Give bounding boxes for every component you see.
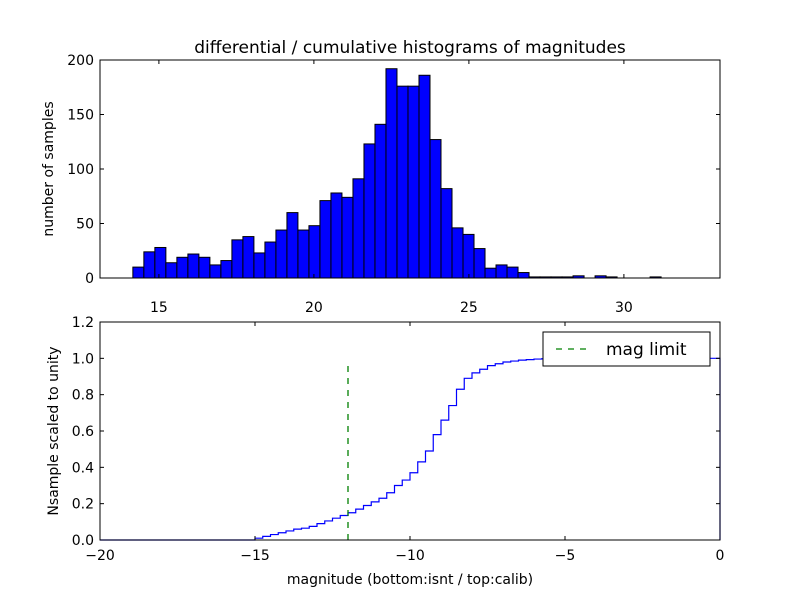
histogram-bar <box>374 123 387 279</box>
y-tick-label: 0.2 <box>72 497 94 513</box>
histogram-bar <box>297 229 310 279</box>
histogram-bar <box>517 272 530 279</box>
histogram-bar <box>385 68 398 279</box>
x-tick-label: −20 <box>85 548 115 564</box>
y-axis-label: number of samples <box>41 101 57 236</box>
legend: mag limit <box>542 331 711 367</box>
histogram-bar <box>330 192 343 279</box>
histogram-bar <box>363 143 376 279</box>
histogram-bar <box>440 188 453 279</box>
histogram-axes: 15 20 25 30 0 50 100 150 200 differential / cumul… <box>41 38 721 316</box>
histogram-bar <box>407 85 420 279</box>
y-tick-label: 0.6 <box>72 424 94 440</box>
histogram-bar <box>165 262 178 279</box>
y-tick-label: 150 <box>67 108 94 124</box>
x-axis-label: magnitude (bottom:isnt / top:calib) <box>287 572 533 588</box>
histogram-bar <box>319 200 332 279</box>
x-tick-label: 15 <box>150 300 168 316</box>
histogram-bar <box>506 266 519 279</box>
y-tick-label: 50 <box>76 217 94 233</box>
histogram-bar <box>132 266 145 279</box>
x-tick-label: 20 <box>305 300 323 316</box>
y-tick-label: 1.0 <box>72 351 94 367</box>
histogram-bar <box>308 225 321 279</box>
histogram-bar <box>473 248 486 279</box>
histogram-bar <box>429 139 442 279</box>
cumulative-line <box>100 357 721 541</box>
histogram-bar <box>198 256 211 279</box>
cumulative-axes: −20 −15 −10 −5 0 0.0 0.2 0.4 0.6 0.8 1.0 1.2 magnitu… <box>46 315 724 588</box>
y-tick-label: 1.2 <box>72 315 94 331</box>
y-tick-label: 100 <box>67 162 94 178</box>
histogram-bar <box>341 196 354 279</box>
y-tick-label: 0.8 <box>72 388 94 404</box>
histogram-bar <box>187 253 200 279</box>
x-tick-label: 0 <box>716 548 725 564</box>
histogram-bar <box>286 212 299 279</box>
histogram-bar <box>352 178 365 279</box>
x-tick-label: −10 <box>395 548 425 564</box>
chart-title: differential / cumulative histograms of … <box>194 38 626 58</box>
histogram-bar <box>275 229 288 279</box>
histogram-bar <box>451 227 464 279</box>
histogram-bar <box>484 267 497 279</box>
x-tick-label: −5 <box>555 548 576 564</box>
y-tick-label: 200 <box>67 53 94 69</box>
legend-label: mag limit <box>606 340 687 360</box>
histogram-bar <box>264 241 277 279</box>
y-tick-label: 0 <box>85 271 94 287</box>
histogram-bar <box>209 264 222 279</box>
histogram-bar <box>220 260 233 279</box>
y-axis-label: Nsample scaled to unity <box>46 346 62 515</box>
histogram-bar <box>242 236 255 279</box>
histogram-bar <box>253 252 266 279</box>
histogram-bar <box>176 256 189 279</box>
y-tick-label: 0.0 <box>72 533 94 549</box>
histogram-bar <box>231 239 244 279</box>
x-tick-label: −15 <box>240 548 270 564</box>
histogram-bar <box>396 85 409 279</box>
histogram-bar <box>418 74 431 279</box>
x-tick-label: 25 <box>460 300 478 316</box>
y-tick-label: 0.4 <box>72 460 94 476</box>
histogram-bar <box>462 233 475 279</box>
histogram-bar <box>495 264 508 279</box>
histogram-bar <box>143 251 156 279</box>
histogram-bar <box>154 246 167 279</box>
x-tick-label: 30 <box>615 300 633 316</box>
